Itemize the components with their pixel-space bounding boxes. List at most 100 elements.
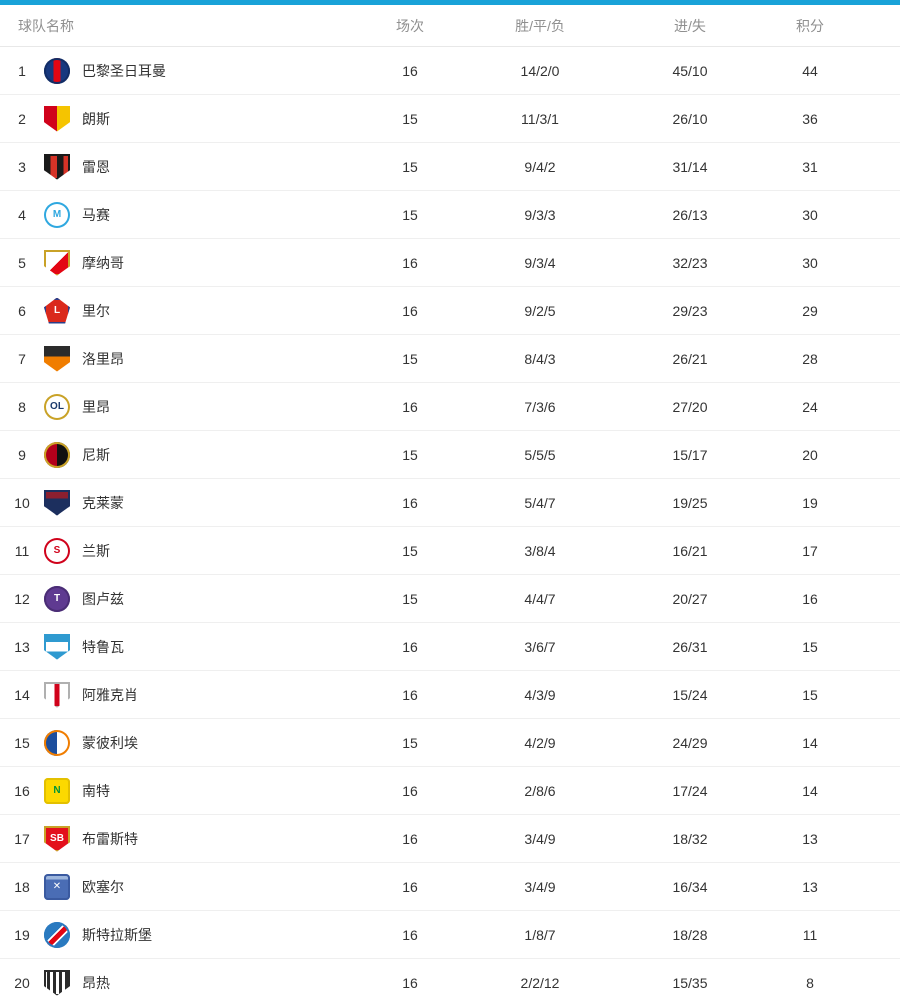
points-value: 29 xyxy=(802,302,818,319)
team-badge-icon xyxy=(44,105,70,132)
goals-for-against-value: 26/31 xyxy=(672,638,708,655)
team-cell: 17 SB 布雷斯特 xyxy=(0,825,340,852)
table-row[interactable]: 4 M 马赛 15 9/3/3 26/13 30 xyxy=(0,191,900,239)
team-name[interactable]: 布雷斯特 xyxy=(82,830,138,847)
team-name[interactable]: 克莱蒙 xyxy=(82,494,124,511)
table-row[interactable]: 1 巴黎圣日耳曼 16 14/2/0 45/10 44 xyxy=(0,47,900,95)
league-standings-table: 球队名称 场次 胜/平/负 进/失 积分 1 巴黎圣日耳曼 16 14/2/0 … xyxy=(0,5,900,1002)
team-name[interactable]: 尼斯 xyxy=(82,446,110,463)
team-badge-icon: ✕ xyxy=(44,873,70,900)
points-value: 13 xyxy=(802,878,818,895)
table-row[interactable]: 8 OL 里昂 16 7/3/6 27/20 24 xyxy=(0,383,900,431)
win-draw-loss-value: 9/3/3 xyxy=(524,206,556,223)
rank-number: 6 xyxy=(18,302,26,319)
goals-for-against-value: 32/23 xyxy=(672,254,708,271)
team-name[interactable]: 雷恩 xyxy=(82,158,110,175)
team-cell: 3 雷恩 xyxy=(0,153,340,180)
table-row[interactable]: 7 洛里昂 15 8/4/3 26/21 28 xyxy=(0,335,900,383)
goals-for-against-value: 31/14 xyxy=(672,158,708,175)
team-badge-icon: OL xyxy=(44,393,70,420)
team-name[interactable]: 昂热 xyxy=(82,974,110,991)
top-accent-bar xyxy=(0,0,900,5)
rank-number: 12 xyxy=(14,590,30,607)
rank-number: 1 xyxy=(18,62,26,79)
win-draw-loss-value: 14/2/0 xyxy=(520,62,560,79)
team-name[interactable]: 特鲁瓦 xyxy=(82,638,124,655)
table-row[interactable]: 9 尼斯 15 5/5/5 15/17 20 xyxy=(0,431,900,479)
table-row[interactable]: 14 阿雅克肖 16 4/3/9 15/24 15 xyxy=(0,671,900,719)
win-draw-loss-value: 3/8/4 xyxy=(524,542,556,559)
team-badge-letter: OL xyxy=(50,400,64,412)
goals-for-against-value: 16/21 xyxy=(672,542,708,559)
team-name[interactable]: 斯特拉斯堡 xyxy=(82,926,152,943)
team-name[interactable]: 阿雅克肖 xyxy=(82,686,138,703)
table-row[interactable]: 18 ✕ 欧塞尔 16 3/4/9 16/34 13 xyxy=(0,863,900,911)
team-name[interactable]: 洛里昂 xyxy=(82,350,124,367)
team-badge-icon xyxy=(44,633,70,660)
header-team-name: 球队名称 xyxy=(18,17,74,34)
points-value: 16 xyxy=(802,590,818,607)
matches-played-value: 15 xyxy=(402,206,418,223)
table-row[interactable]: 16 N 南特 16 2/8/6 17/24 14 xyxy=(0,767,900,815)
points-value: 11 xyxy=(802,926,818,943)
team-badge-icon xyxy=(44,345,70,372)
team-name[interactable]: 巴黎圣日耳曼 xyxy=(82,62,166,79)
team-name[interactable]: 蒙彼利埃 xyxy=(82,734,138,751)
team-cell: 6 L 里尔 xyxy=(0,297,340,324)
table-row[interactable]: 15 蒙彼利埃 15 4/2/9 24/29 14 xyxy=(0,719,900,767)
team-badge-letter: SB xyxy=(50,832,64,844)
team-name[interactable]: 里尔 xyxy=(82,302,110,319)
table-row[interactable]: 20 昂热 16 2/2/12 15/35 8 xyxy=(0,959,900,1002)
points-value: 44 xyxy=(802,62,818,79)
points-value: 13 xyxy=(802,830,818,847)
points-value: 15 xyxy=(802,686,818,703)
rank-number: 8 xyxy=(18,398,26,415)
table-row[interactable]: 13 特鲁瓦 16 3/6/7 26/31 15 xyxy=(0,623,900,671)
points-value: 14 xyxy=(802,734,818,751)
team-badge-letter: N xyxy=(53,784,61,796)
table-row[interactable]: 3 雷恩 15 9/4/2 31/14 31 xyxy=(0,143,900,191)
team-name[interactable]: 马赛 xyxy=(82,206,110,223)
team-name[interactable]: 欧塞尔 xyxy=(82,878,124,895)
team-cell: 5 摩纳哥 xyxy=(0,249,340,276)
goals-for-against-value: 18/28 xyxy=(672,926,708,943)
team-badge-letter: L xyxy=(53,304,61,316)
team-badge-icon xyxy=(44,57,70,84)
table-row[interactable]: 2 朗斯 15 11/3/1 26/10 36 xyxy=(0,95,900,143)
win-draw-loss-value: 9/2/5 xyxy=(524,302,556,319)
team-badge-icon xyxy=(44,681,70,708)
rank-number: 13 xyxy=(14,638,30,655)
table-row[interactable]: 12 T 图卢兹 15 4/4/7 20/27 16 xyxy=(0,575,900,623)
team-name[interactable]: 兰斯 xyxy=(82,542,110,559)
table-row[interactable]: 10 克莱蒙 16 5/4/7 19/25 19 xyxy=(0,479,900,527)
points-value: 24 xyxy=(802,398,818,415)
team-cell: 14 阿雅克肖 xyxy=(0,681,340,708)
team-cell: 4 M 马赛 xyxy=(0,201,340,228)
team-name[interactable]: 朗斯 xyxy=(82,110,110,127)
rank-number: 11 xyxy=(14,542,30,559)
points-value: 36 xyxy=(802,110,818,127)
table-row[interactable]: 19 斯特拉斯堡 16 1/8/7 18/28 11 xyxy=(0,911,900,959)
table-row[interactable]: 5 摩纳哥 16 9/3/4 32/23 30 xyxy=(0,239,900,287)
table-row[interactable]: 6 L 里尔 16 9/2/5 29/23 29 xyxy=(0,287,900,335)
points-value: 8 xyxy=(806,974,814,991)
matches-played-value: 15 xyxy=(402,590,418,607)
win-draw-loss-value: 4/3/9 xyxy=(524,686,556,703)
rank-number: 9 xyxy=(18,446,26,463)
team-name[interactable]: 图卢兹 xyxy=(82,590,124,607)
matches-played-value: 16 xyxy=(402,686,418,703)
team-cell: 19 斯特拉斯堡 xyxy=(0,921,340,948)
header-points: 积分 xyxy=(796,17,824,34)
header-win-draw-loss: 胜/平/负 xyxy=(515,17,565,34)
matches-played-value: 16 xyxy=(402,398,418,415)
rank-number: 18 xyxy=(14,878,30,895)
team-name[interactable]: 里昂 xyxy=(82,398,110,415)
points-value: 17 xyxy=(802,542,818,559)
win-draw-loss-value: 9/4/2 xyxy=(524,158,556,175)
team-name[interactable]: 摩纳哥 xyxy=(82,254,124,271)
matches-played-value: 15 xyxy=(402,110,418,127)
table-row[interactable]: 11 S 兰斯 15 3/8/4 16/21 17 xyxy=(0,527,900,575)
team-name[interactable]: 南特 xyxy=(82,782,110,799)
goals-for-against-value: 26/21 xyxy=(672,350,708,367)
table-row[interactable]: 17 SB 布雷斯特 16 3/4/9 18/32 13 xyxy=(0,815,900,863)
